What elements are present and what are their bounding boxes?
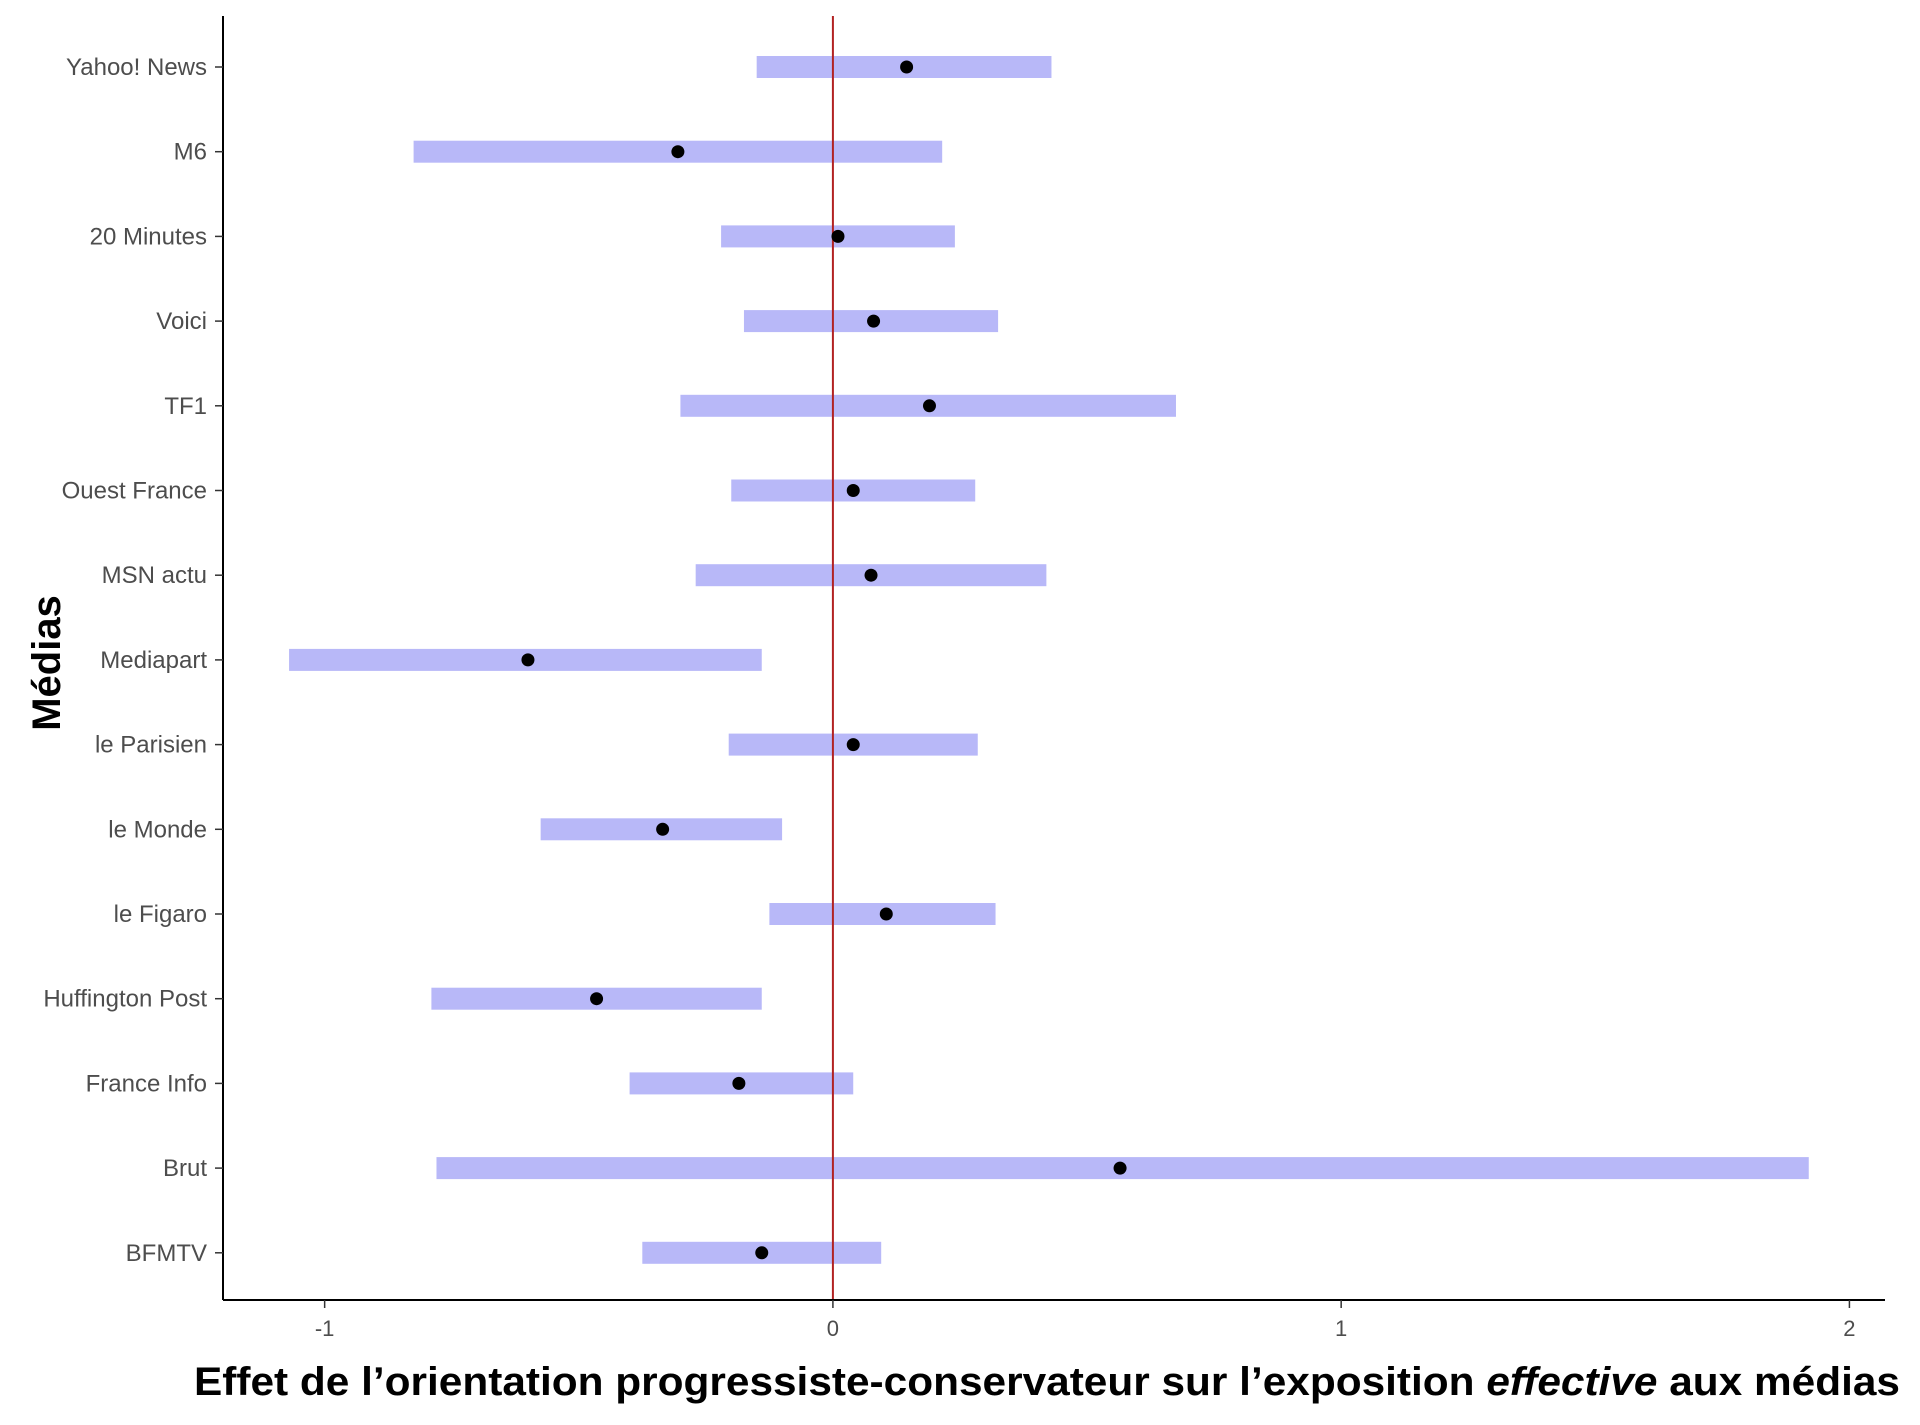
x-axis-ticks: -1 0 1 2 — [315, 1300, 1856, 1341]
y-tick-label: Ouest France — [62, 478, 207, 505]
x-axis-title: Effet de l’orientation progressiste-cons… — [194, 1360, 1900, 1404]
y-tick-label: Mediapart — [100, 647, 207, 674]
x-tick-label: 0 — [827, 1316, 839, 1341]
y-tick-label: le Parisien — [95, 732, 207, 759]
y-tick-label: France Info — [86, 1070, 207, 1097]
estimate-point — [831, 229, 845, 243]
estimate-point — [879, 907, 893, 921]
estimate-point — [846, 484, 860, 497]
y-tick-label: MSN actu — [102, 562, 207, 589]
y-tick-label: Voici — [156, 308, 207, 335]
y-tick-label: Brut — [163, 1155, 207, 1182]
y-axis-ticks: Yahoo! News M6 20 Minutes Voici TF1 Ouest Fra… — [43, 54, 223, 1267]
x-axis-title-italic-part: effective — [1486, 1360, 1657, 1404]
x-tick-label: -1 — [315, 1316, 335, 1341]
estimate-point — [864, 568, 878, 582]
y-tick-label: le Figaro — [114, 901, 207, 928]
estimate-point — [1113, 1161, 1127, 1175]
y-tick-label: M6 — [174, 139, 207, 166]
estimate-point — [755, 1246, 769, 1260]
confidence-intervals — [289, 56, 1809, 1264]
estimate-point — [900, 60, 914, 74]
estimate-point — [867, 314, 881, 328]
x-tick-label: 1 — [1335, 1316, 1347, 1341]
estimate-point — [656, 822, 670, 836]
y-tick-label: TF1 — [164, 393, 207, 420]
y-tick-label: le Monde — [108, 816, 207, 843]
x-tick-label: 2 — [1843, 1316, 1855, 1341]
y-tick-label: BFMTV — [126, 1240, 207, 1267]
estimate-point — [521, 653, 535, 667]
point-estimates — [521, 60, 1127, 1260]
estimate-point — [922, 399, 936, 413]
estimate-point — [732, 1076, 746, 1090]
y-axis-title: Médias — [25, 595, 69, 731]
x-axis-title-part: aux médias — [1657, 1360, 1900, 1404]
y-tick-label: Huffington Post — [43, 986, 207, 1013]
y-tick-label: Yahoo! News — [66, 54, 207, 81]
estimate-point — [671, 145, 685, 159]
y-tick-label: 20 Minutes — [90, 223, 207, 250]
estimate-point — [846, 738, 860, 752]
x-axis-title-part: Effet de l’orientation progressiste-cons… — [194, 1360, 1486, 1404]
estimate-point — [590, 992, 604, 1006]
